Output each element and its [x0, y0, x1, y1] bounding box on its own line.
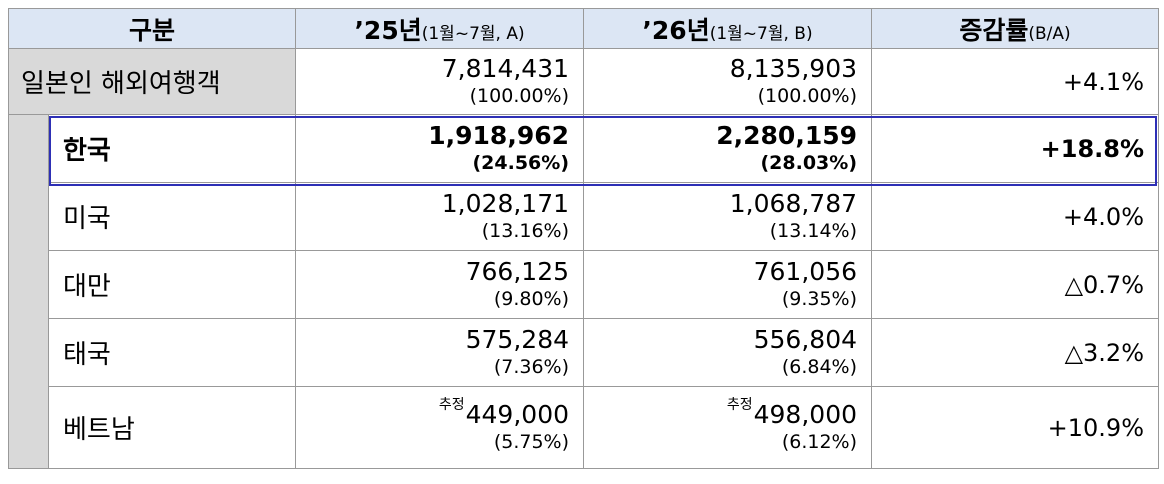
row-2025-cell: 1,918,962 (24.56%)	[295, 114, 585, 183]
row-2025-cell: 575,284 (7.36%)	[295, 318, 585, 387]
row-2026-share: (9.35%)	[781, 288, 858, 311]
row-2025-share: (5.75%)	[493, 431, 570, 454]
row-2026-value: 761,056	[753, 256, 858, 286]
row-2025-cell: 1,028,171 (13.16%)	[295, 182, 585, 251]
total-label: 일본인 해외여행객	[7, 48, 297, 115]
row-2026-value: 556,804	[753, 324, 858, 354]
estimate-note: 추정	[726, 396, 753, 413]
header-rate-label: 증감률	[959, 15, 1029, 45]
row-2026-cell: 추정498,000 (6.12%)	[583, 386, 873, 469]
row-2026-value-wrap: 추정498,000	[584, 397, 858, 430]
row-2026-value: 2,280,159	[716, 120, 858, 150]
row-2025-cell: 추정449,000 (5.75%)	[295, 386, 585, 469]
row-2026-share: (6.84%)	[781, 356, 858, 379]
table-row-taiwan: 대만 766,125 (9.80%) 761,056 (9.35%) △0.7%	[9, 250, 1160, 319]
row-2025-value: 1,918,962	[428, 120, 570, 150]
indent-sidebar	[8, 114, 49, 469]
row-2026-share: (6.12%)	[781, 431, 858, 454]
row-2025-value: 1,028,171	[441, 188, 570, 218]
header-2026-sublabel: (1월~7월, B)	[709, 23, 813, 44]
row-label: 대만	[47, 250, 297, 319]
total-2026-cell: 8,135,903 (100.00%)	[583, 48, 873, 115]
japanese-outbound-travel-table: 구분 ’25년(1월~7월, A) ’26년(1월~7월, B) 증감률(B/A…	[7, 8, 1160, 469]
row-2025-share: (13.16%)	[481, 220, 570, 243]
row-2025-value: 575,284	[465, 324, 570, 354]
row-2025-share: (9.80%)	[493, 288, 570, 311]
total-rate: +4.1%	[871, 48, 1160, 115]
row-label: 베트남	[47, 386, 297, 469]
header-rate-sublabel: (B/A)	[1028, 23, 1071, 44]
row-rate: +18.8%	[871, 114, 1160, 183]
row-2026-cell: 1,068,787 (13.14%)	[583, 182, 873, 251]
total-2025-value: 7,814,431	[441, 53, 570, 83]
total-2025-cell: 7,814,431 (100.00%)	[295, 48, 585, 115]
table-row-vietnam: 베트남 추정449,000 (5.75%) 추정498,000 (6.12%) …	[9, 386, 1160, 469]
header-2025: ’25년(1월~7월, A)	[295, 8, 585, 49]
row-rate: +10.9%	[871, 386, 1160, 469]
estimate-note: 추정	[438, 396, 465, 413]
table-row-thailand: 태국 575,284 (7.36%) 556,804 (6.84%) △3.2%	[9, 318, 1160, 387]
row-2026-value: 498,000	[753, 399, 858, 429]
header-2026: ’26년(1월~7월, B)	[583, 8, 873, 49]
row-rate: △0.7%	[871, 250, 1160, 319]
row-label: 한국	[47, 114, 297, 183]
row-label: 태국	[47, 318, 297, 387]
row-2026-cell: 2,280,159 (28.03%)	[583, 114, 873, 183]
row-2025-cell: 766,125 (9.80%)	[295, 250, 585, 319]
total-2025-share: (100.00%)	[469, 85, 570, 108]
header-category-label: 구분	[129, 15, 176, 45]
row-2025-value: 766,125	[465, 256, 570, 286]
table-row-korea: 한국 1,918,962 (24.56%) 2,280,159 (28.03%)…	[8, 114, 1160, 469]
row-rate: +4.0%	[871, 182, 1160, 251]
row-2025-value-wrap: 추정449,000	[296, 397, 570, 430]
header-2026-label: ’26년	[642, 15, 710, 45]
row-2025-value: 449,000	[465, 399, 570, 429]
total-2026-share: (100.00%)	[757, 85, 858, 108]
row-2026-cell: 556,804 (6.84%)	[583, 318, 873, 387]
row-2026-share: (13.14%)	[769, 220, 858, 243]
row-2025-share: (24.56%)	[472, 152, 570, 175]
header-rate: 증감률(B/A)	[871, 8, 1160, 49]
table-row-usa: 미국 1,028,171 (13.16%) 1,068,787 (13.14%)…	[9, 182, 1160, 251]
header-2025-sublabel: (1월~7월, A)	[421, 23, 525, 44]
row-2025-share: (7.36%)	[493, 356, 570, 379]
row-label: 미국	[47, 182, 297, 251]
row-2026-value: 1,068,787	[729, 188, 858, 218]
header-row: 구분 ’25년(1월~7월, A) ’26년(1월~7월, B) 증감률(B/A…	[7, 8, 1160, 49]
row-2026-share: (28.03%)	[760, 152, 858, 175]
row-2026-cell: 761,056 (9.35%)	[583, 250, 873, 319]
row-rate: △3.2%	[871, 318, 1160, 387]
table-row-total: 일본인 해외여행객 7,814,431 (100.00%) 8,135,903 …	[7, 48, 1160, 115]
total-2026-value: 8,135,903	[729, 53, 858, 83]
header-category: 구분	[7, 8, 297, 49]
header-2025-label: ’25년	[354, 15, 422, 45]
